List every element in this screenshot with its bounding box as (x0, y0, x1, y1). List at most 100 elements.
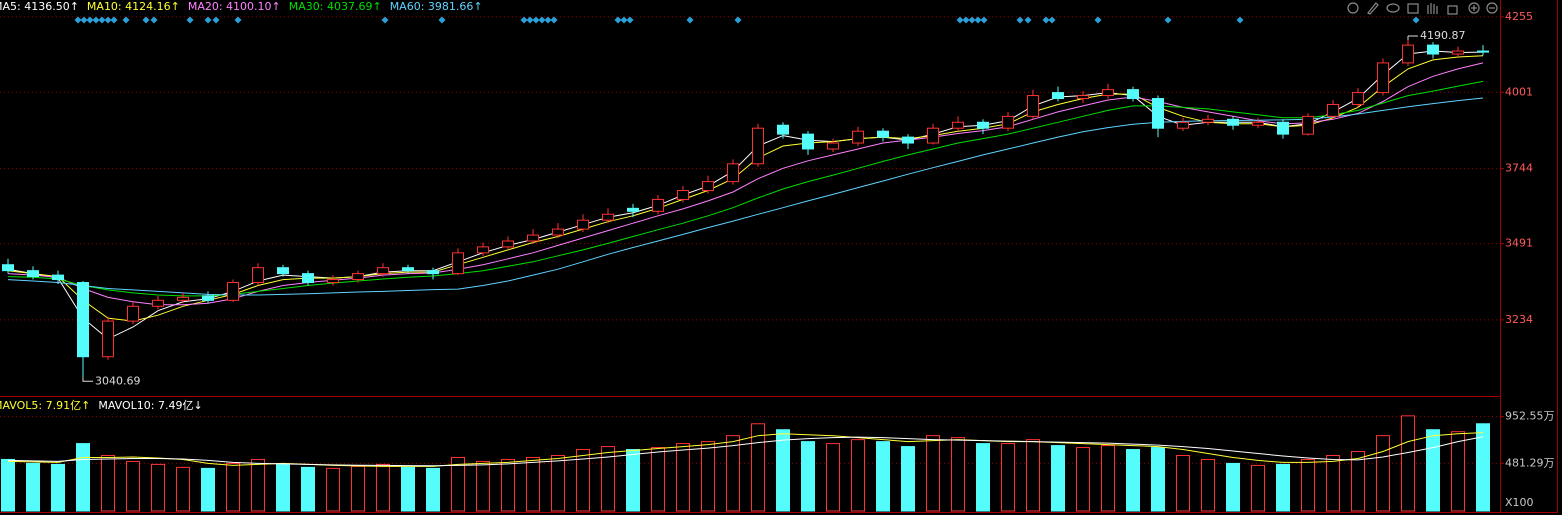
volume-bar (876, 441, 890, 512)
candle-body (1452, 50, 1464, 55)
volume-bar (1226, 462, 1240, 512)
view-icon[interactable] (1386, 3, 1400, 13)
volume-bar (551, 454, 565, 512)
volume-bar (201, 467, 215, 512)
candle-body (777, 124, 789, 135)
volume-bar (426, 467, 440, 512)
candle-body (1202, 118, 1214, 123)
zoom-in-icon[interactable] (1468, 2, 1480, 14)
candle-body (1402, 44, 1414, 64)
candle-body (577, 219, 589, 230)
hand-icon[interactable] (1427, 3, 1438, 14)
volume-bar (701, 441, 715, 512)
ma-line (7, 80, 1484, 297)
volume-bar (1076, 447, 1090, 512)
low-label: 3040.69 (95, 374, 141, 387)
candle-body (427, 270, 439, 275)
candle-body (927, 127, 939, 144)
annotation-leader (82, 377, 93, 382)
volume-bar (726, 435, 740, 512)
candle-body (127, 305, 139, 322)
volume-bar (1176, 454, 1190, 512)
volume-bar (476, 460, 490, 512)
lock-icon[interactable] (1447, 5, 1458, 15)
candle-body (902, 136, 914, 144)
candle-body (552, 228, 564, 236)
volume-bar (826, 443, 840, 512)
ma-line (7, 432, 1484, 467)
volume-bar (251, 458, 265, 512)
candle-body (852, 130, 864, 144)
candle-body (1277, 121, 1289, 135)
candle-body (1327, 103, 1339, 117)
zoom-in-plus (1471, 5, 1477, 11)
y-tick-label: 3234 (1505, 313, 1533, 326)
volume-bar (576, 449, 590, 512)
volume-bar (976, 443, 990, 512)
volume-bar (1101, 445, 1115, 512)
volume-bar (101, 454, 115, 512)
ma-line (7, 436, 1484, 467)
volume-bar (26, 462, 40, 512)
volume-bar (901, 446, 915, 512)
legend-entry: MAVOL5: 7.91亿↑ (0, 399, 90, 412)
legend-entry: MA10: 4124.16↑ (87, 0, 180, 13)
volume-bar (801, 441, 815, 512)
candle-body (1477, 50, 1489, 53)
candle-body (102, 320, 114, 358)
candle-body (727, 163, 739, 183)
candle-body (1427, 44, 1439, 55)
ma-line (7, 62, 1484, 306)
zoom-out-icon[interactable] (1486, 2, 1498, 14)
volume-bar (1476, 423, 1490, 512)
volume-bar (1376, 435, 1390, 512)
toolbar (1347, 2, 1498, 15)
candle-body (1377, 62, 1389, 94)
volume-bar (326, 467, 340, 512)
settings-icon[interactable] (1347, 2, 1359, 14)
candle-body (252, 267, 264, 284)
candle-body (327, 279, 339, 284)
volume-bar (76, 443, 90, 512)
draw-icon[interactable] (1367, 2, 1379, 15)
candle-body (602, 213, 614, 221)
candle-body (1152, 98, 1164, 129)
volume-bar (1001, 443, 1015, 512)
candle-body (1027, 95, 1039, 117)
legend-entry: MA20: 4100.10↑ (188, 0, 281, 13)
volume-bar (1276, 463, 1290, 512)
y-tick-label: 3491 (1505, 237, 1533, 250)
volume-bar (226, 462, 240, 512)
volume-bar (151, 463, 165, 512)
volume-bar (1151, 447, 1165, 512)
candle-body (1102, 89, 1114, 97)
volume-bar (176, 466, 190, 512)
volume-bar (626, 449, 640, 512)
candle-body (677, 190, 689, 200)
store-icon[interactable] (1407, 3, 1419, 14)
candle-body (452, 252, 464, 275)
candle-body (1227, 118, 1239, 126)
volume-bar (1426, 429, 1440, 512)
volume-bar (351, 465, 365, 512)
candle-body (52, 274, 64, 281)
legend-entry: MA30: 4037.69↑ (289, 0, 382, 13)
volume-bar (1251, 464, 1265, 512)
candle-body (202, 295, 214, 301)
y-tick-label: 3744 (1505, 162, 1533, 175)
volume-bar (1026, 439, 1040, 512)
legend-entry: MAVOL10: 7.49亿↓ (98, 399, 202, 412)
volume-bar (376, 463, 390, 512)
candle-body (227, 282, 239, 301)
candle-body (1302, 115, 1314, 135)
volume-bar (1201, 458, 1215, 512)
volume-bar (951, 437, 965, 512)
candle-body (877, 130, 889, 138)
candle-body (977, 121, 989, 129)
volume-bar (126, 460, 140, 512)
annotation-leader (1407, 35, 1418, 40)
candle-body (2, 264, 14, 272)
